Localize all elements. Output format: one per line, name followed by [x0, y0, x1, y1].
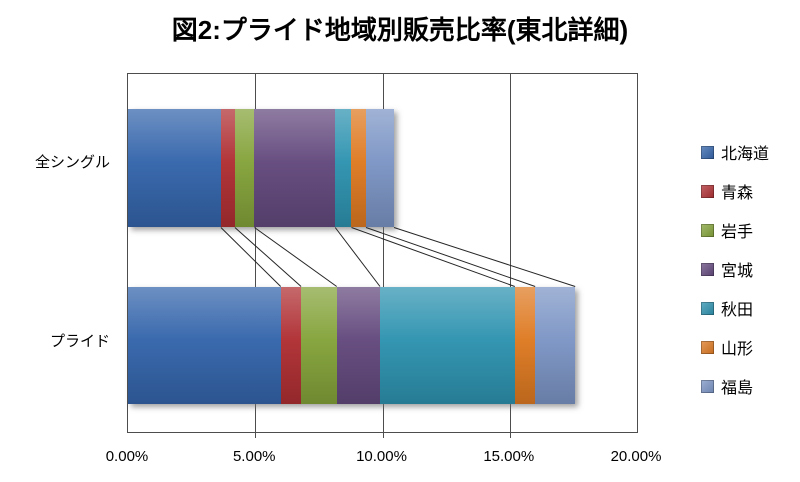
gridline: [382, 74, 384, 432]
bar-segment: [514, 287, 536, 404]
bar-segment: [280, 287, 302, 404]
bar-segment: [379, 287, 515, 404]
bar-segment: [336, 287, 380, 404]
bar-segment: [365, 109, 394, 227]
x-axis-tick-label: 15.00%: [483, 448, 535, 465]
legend-label: 青森: [721, 185, 754, 202]
x-axis-tick: [382, 432, 384, 438]
plot-area: [127, 73, 638, 438]
legend-swatch: [701, 301, 714, 315]
legend-item: 青森: [701, 178, 769, 204]
bar-segment: [301, 287, 337, 404]
legend-label: 北海道: [721, 146, 770, 163]
bar-segment: [234, 109, 255, 227]
legend: 北海道青森岩手宮城秋田山形福島: [701, 139, 769, 399]
x-axis-tick: [509, 432, 511, 438]
series-connector-lines: [220, 227, 576, 287]
legend-label: 福島: [721, 380, 754, 397]
bar-segment: [254, 109, 336, 227]
bar-segment: [351, 109, 366, 227]
legend-item: 秋田: [701, 295, 769, 321]
category-label: 全シングル: [34, 154, 110, 171]
bar-segment: [220, 109, 235, 227]
category-label: プライド: [49, 333, 110, 350]
bar-segment: [128, 109, 221, 227]
legend-item: 福島: [701, 373, 769, 399]
legend-label: 岩手: [721, 224, 754, 241]
x-axis-tick-label: 10.00%: [356, 448, 407, 465]
legend-label: 秋田: [721, 302, 754, 319]
gridline: [509, 74, 511, 432]
x-axis-tick-label: 5.00%: [232, 448, 276, 465]
x-axis-tick-label: 0.00%: [105, 448, 149, 465]
gridline: [255, 74, 257, 432]
legend-item: 山形: [701, 334, 769, 360]
bar-row: [128, 287, 637, 404]
legend-swatch: [701, 223, 714, 237]
bar-segment: [128, 287, 281, 404]
x-axis-tick-label: 20.00%: [610, 448, 662, 465]
legend-swatch: [701, 184, 714, 198]
legend-swatch: [701, 145, 714, 159]
x-axis-tick: [255, 432, 257, 438]
bar-row: [128, 109, 637, 227]
bar-segment: [335, 109, 352, 227]
legend-swatch: [701, 340, 714, 354]
legend-label: 山形: [721, 341, 754, 358]
legend-item: 宮城: [701, 256, 769, 282]
legend-item: 北海道: [701, 139, 769, 165]
bar-segment: [535, 287, 576, 404]
legend-swatch: [701, 262, 714, 276]
legend-swatch: [701, 379, 714, 393]
chart-title: 図2:プライド地域別販売比率(東北詳細): [171, 15, 629, 45]
legend-item: 岩手: [701, 217, 769, 243]
legend-label: 宮城: [721, 263, 754, 280]
